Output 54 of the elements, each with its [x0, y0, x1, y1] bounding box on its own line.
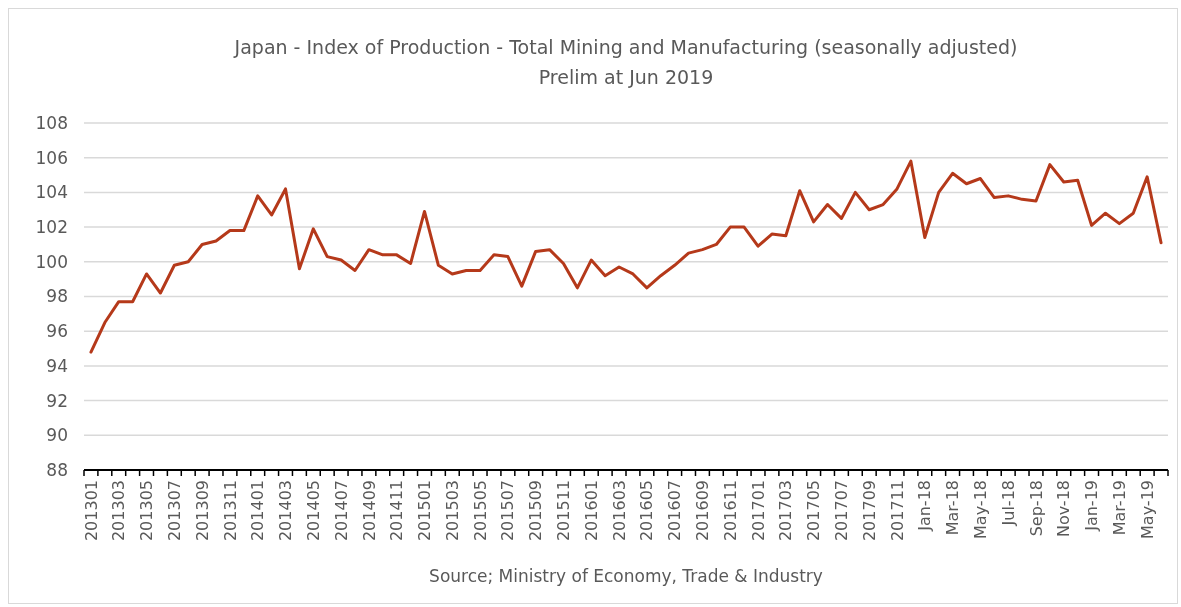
x-tick-label: Mar-19	[1109, 480, 1129, 536]
chart-subtitle: Prelim at Jun 2019	[538, 66, 714, 88]
x-tick-label: 201603	[609, 480, 629, 542]
y-tick-label: 102	[35, 217, 68, 238]
source-note: Source; Ministry of Economy, Trade & Industry	[429, 566, 823, 586]
x-tick-label: 201505	[470, 480, 490, 542]
x-tick-label: May-19	[1137, 480, 1157, 539]
y-tick-label: 92	[46, 390, 68, 411]
x-tick-label: 201709	[859, 480, 879, 542]
x-tick-label: 201605	[637, 480, 657, 542]
line-series	[89, 159, 1163, 354]
x-tick-label: May-18	[970, 480, 990, 539]
x-tick-label: 201501	[415, 480, 435, 542]
x-tick-label: 201601	[581, 480, 601, 542]
x-tick-label: 201405	[303, 480, 323, 542]
y-tick-label: 108	[35, 112, 68, 133]
x-tick-label: Sep-18	[1026, 480, 1046, 537]
x-tick-label: 201701	[748, 480, 768, 542]
x-tick-label: 201507	[498, 480, 518, 542]
x-tick-label: Jan-19	[1082, 480, 1102, 532]
x-tick-label: 201309	[192, 480, 212, 542]
y-tick-label: 98	[46, 286, 68, 307]
y-tick-label: 96	[46, 321, 68, 342]
x-tick-label: 201409	[359, 480, 379, 542]
x-tick-label: 201509	[526, 480, 546, 542]
x-tick-label: 201503	[442, 480, 462, 542]
x-tick-label: 201311	[220, 480, 240, 542]
x-tick-label: 201403	[276, 480, 296, 542]
x-tick-label: 201609	[693, 480, 713, 542]
x-tick-label: Mar-18	[943, 480, 963, 536]
y-tick-label: 90	[46, 425, 68, 446]
y-tick-label: 106	[35, 147, 68, 168]
chart-title: Japan - Index of Production - Total Mining and Manufacturing (seasonally adjusted)	[233, 36, 1018, 58]
y-tick-label: 88	[46, 459, 68, 480]
x-tick-label: 201611	[720, 480, 740, 542]
x-tick-label: Nov-18	[1054, 480, 1074, 537]
x-tick-label: 201707	[832, 480, 852, 542]
x-tick-label: 201407	[331, 480, 351, 542]
x-tick-label: 201711	[887, 480, 907, 542]
x-tick-label: 201307	[164, 480, 184, 542]
x-tick-label: 201607	[665, 480, 685, 542]
y-tick-label: 100	[35, 251, 68, 272]
y-tick-label: 104	[35, 182, 68, 203]
x-tick-label: 201301	[81, 480, 101, 542]
x-tick-label: 201305	[137, 480, 157, 542]
x-tick-label: Jul-18	[998, 480, 1018, 527]
x-tick-label: 201705	[804, 480, 824, 542]
x-tick-label: Jan-18	[915, 480, 935, 532]
x-tick-label: 201401	[248, 480, 268, 542]
x-tick-label: 201511	[554, 480, 574, 542]
x-tick-label: 201411	[387, 480, 407, 542]
x-tick-label: 201703	[776, 480, 796, 542]
x-tick-label: 201303	[109, 480, 129, 542]
y-tick-label: 94	[46, 355, 68, 376]
